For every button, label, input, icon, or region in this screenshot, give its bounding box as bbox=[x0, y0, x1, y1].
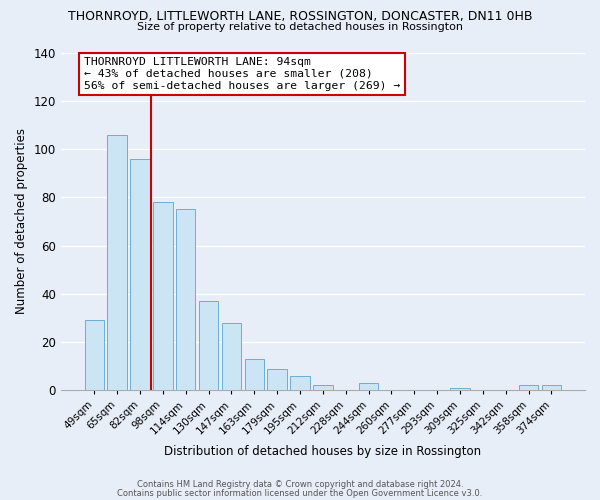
Bar bbox=[290, 376, 310, 390]
Bar bbox=[130, 158, 150, 390]
Text: Size of property relative to detached houses in Rossington: Size of property relative to detached ho… bbox=[137, 22, 463, 32]
Bar bbox=[542, 386, 561, 390]
Y-axis label: Number of detached properties: Number of detached properties bbox=[15, 128, 28, 314]
Bar bbox=[245, 359, 264, 390]
Bar bbox=[199, 301, 218, 390]
Text: THORNROYD LITTLEWORTH LANE: 94sqm
← 43% of detached houses are smaller (208)
56%: THORNROYD LITTLEWORTH LANE: 94sqm ← 43% … bbox=[84, 58, 400, 90]
Bar bbox=[85, 320, 104, 390]
Bar bbox=[107, 134, 127, 390]
Bar bbox=[268, 368, 287, 390]
Bar bbox=[359, 383, 379, 390]
Text: Contains HM Land Registry data © Crown copyright and database right 2024.: Contains HM Land Registry data © Crown c… bbox=[137, 480, 463, 489]
Bar bbox=[519, 386, 538, 390]
Text: Contains public sector information licensed under the Open Government Licence v3: Contains public sector information licen… bbox=[118, 488, 482, 498]
Bar bbox=[153, 202, 173, 390]
Bar bbox=[222, 322, 241, 390]
Bar bbox=[176, 210, 196, 390]
Text: THORNROYD, LITTLEWORTH LANE, ROSSINGTON, DONCASTER, DN11 0HB: THORNROYD, LITTLEWORTH LANE, ROSSINGTON,… bbox=[68, 10, 532, 23]
X-axis label: Distribution of detached houses by size in Rossington: Distribution of detached houses by size … bbox=[164, 444, 481, 458]
Bar bbox=[313, 386, 332, 390]
Bar bbox=[451, 388, 470, 390]
